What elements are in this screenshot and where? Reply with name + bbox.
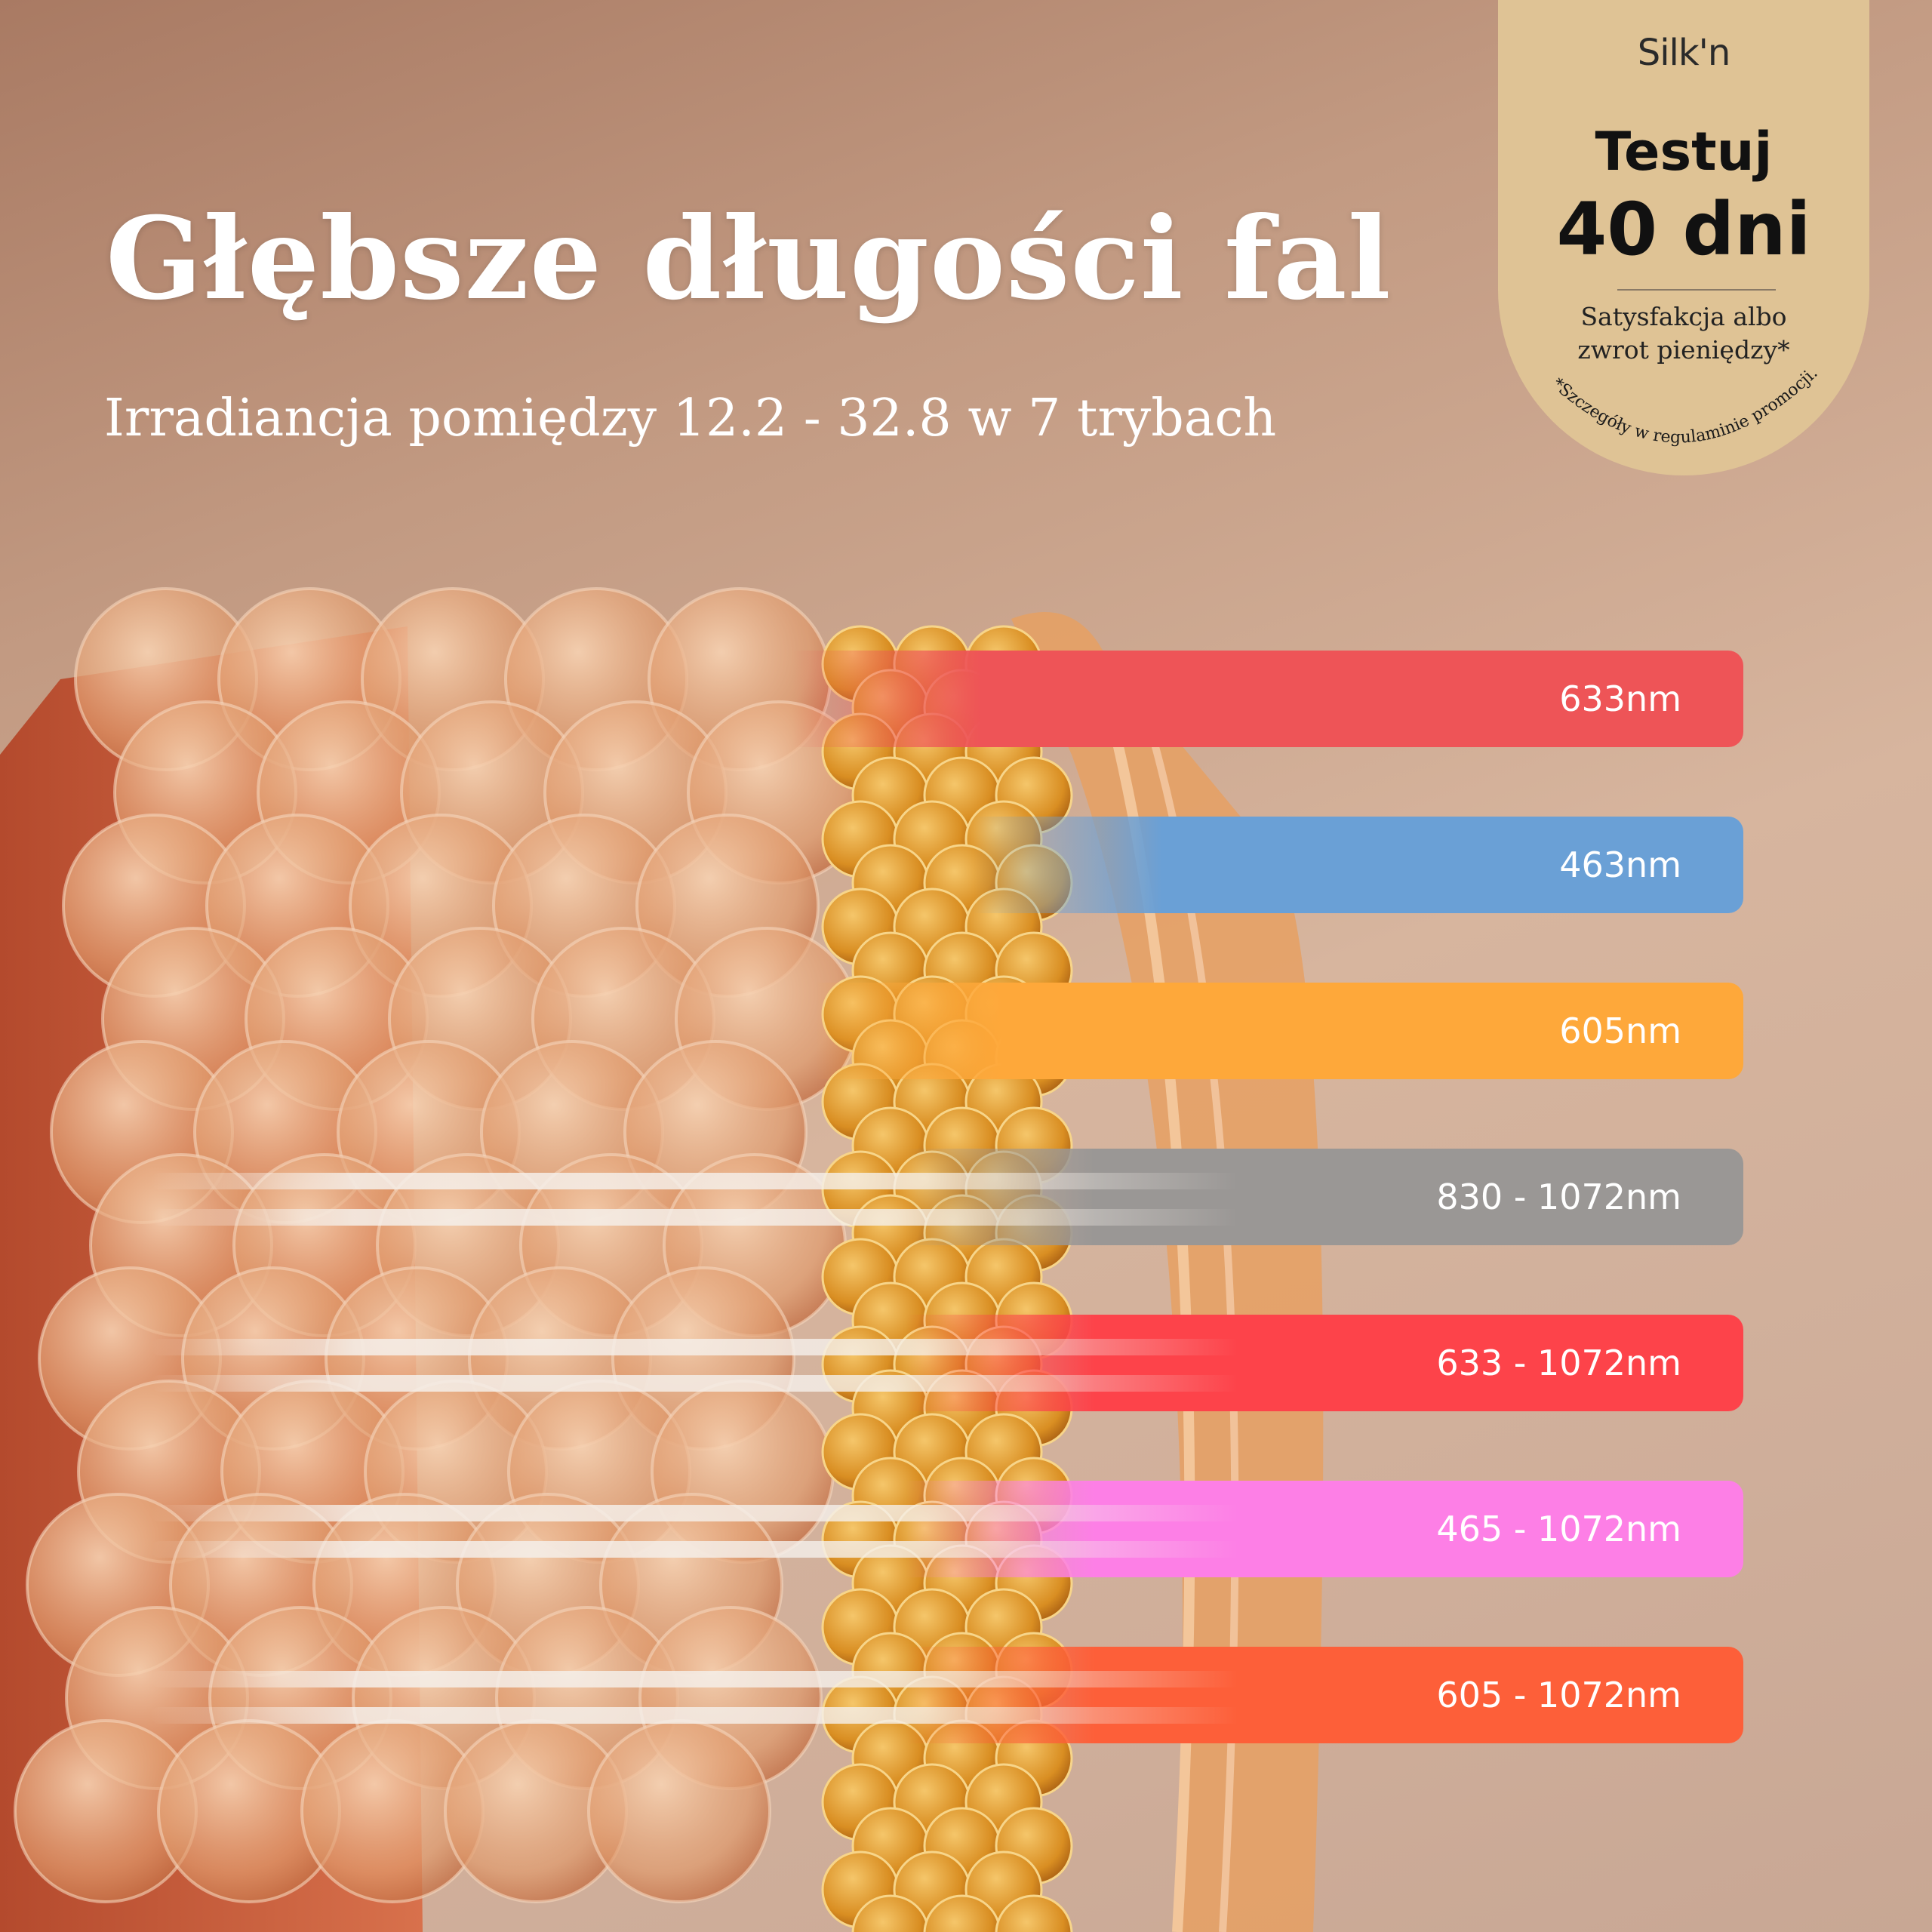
promo-badge: Silk'n Testuj 40 dni Satysfakcja albo zw… — [1498, 0, 1869, 475]
page-subtitle: Irradiancja pomiędzy 12.2 - 32.8 w 7 try… — [104, 389, 1277, 448]
wavelength-label: 463nm — [1559, 844, 1681, 885]
epidermis-cell — [851, 1894, 930, 1932]
light-ray — [151, 1505, 1509, 1521]
wavelength-label: 605nm — [1559, 1011, 1681, 1051]
epidermis-cell — [923, 1894, 1001, 1932]
light-ray — [151, 1173, 1509, 1189]
dermis-layer — [1011, 612, 1324, 1932]
wavelength-label: 633nm — [1559, 678, 1681, 719]
light-ray — [151, 1541, 1509, 1558]
tagline-line1: Satysfakcja albo — [1580, 302, 1787, 331]
wavelength-bar: 830 - 1072nm — [906, 1149, 1743, 1245]
tagline-line2: zwrot pieniędzy* — [1577, 335, 1790, 365]
epidermis-cell — [995, 1894, 1073, 1932]
wavelength-bar: 633 - 1072nm — [906, 1315, 1743, 1411]
fat-cell — [587, 1719, 771, 1903]
badge-divider — [1617, 289, 1776, 291]
wavelength-bar: 605nm — [815, 983, 1743, 1079]
wavelength-bar: 463nm — [974, 817, 1743, 913]
light-ray — [151, 1375, 1509, 1392]
wavelength-bar: 605 - 1072nm — [906, 1647, 1743, 1743]
light-ray — [151, 1707, 1509, 1724]
wavelength-bar: 633nm — [792, 651, 1743, 747]
badge-title: Testuj — [1595, 121, 1773, 183]
light-ray — [151, 1209, 1509, 1226]
fat-cell-layer — [14, 587, 871, 1903]
badge-tagline: Satysfakcja albo zwrot pieniędzy* — [1498, 300, 1869, 367]
silkn-logo: Silk'n — [1637, 32, 1731, 74]
svg-text:*Szczegóły w regulaminie promo: *Szczegóły w regulaminie promocji. — [1549, 364, 1822, 448]
badge-footnote: *Szczegóły w regulaminie promocji. — [1549, 364, 1822, 448]
page-title: Głębsze długości fal — [106, 192, 1392, 325]
badge-days: 40 dni — [1556, 187, 1811, 272]
light-ray — [151, 1671, 1509, 1687]
wavelength-bar: 465 - 1072nm — [906, 1481, 1743, 1577]
light-ray — [151, 1339, 1509, 1355]
